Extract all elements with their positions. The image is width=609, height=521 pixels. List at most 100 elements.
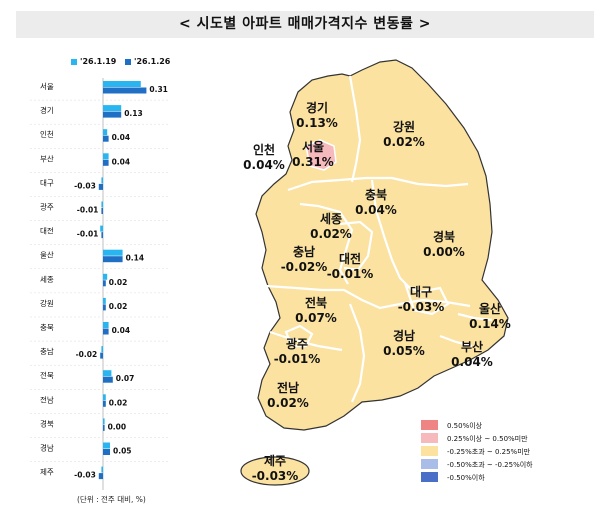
legend-swatch [421,446,438,456]
legend-label: -0.50%초과 ~ -0.25%이하 [447,461,533,469]
value-label: -0.03 [74,181,96,190]
bar-curr [98,473,103,480]
region-value: -0.01% [273,352,321,366]
region-name: 인천 [252,143,276,157]
category-label: 부산 [40,153,54,163]
legend-label: -0.50%이하 [447,474,485,482]
region-value: 0.05% [383,344,425,358]
category-label: 인천 [40,129,54,139]
region-name: 강원 [392,120,416,134]
region-name: 제주 [263,454,287,468]
region-name: 충북 [364,188,388,202]
region-name: 충남 [292,245,316,259]
map-label-gyeonggi: 경기 0.13% [296,101,338,131]
value-label: -0.03 [74,471,96,480]
map-label-gyeongbuk: 경북 0.00% [423,230,465,260]
region-name: 울산 [478,302,502,316]
region-value: 0.07% [295,311,337,325]
legend-swatch [71,58,77,65]
bar-curr [103,135,109,142]
legend-label: 0.50%이상 [447,422,483,430]
bar-curr [103,400,106,407]
category-label: 울산 [40,250,54,260]
value-label: 0.13 [124,109,143,118]
value-label: 0.02 [109,302,128,311]
bar-prev [101,346,103,353]
bar-curr [103,111,122,118]
category-label: 경남 [40,443,54,453]
region-name: 대전 [338,252,362,266]
map-label-ulsan: 울산 0.14% [469,302,511,332]
region-name: 서울 [301,140,325,154]
category-label: 세종 [40,275,54,284]
province-borders [265,75,493,403]
page-title: < 시도별 아파트 매매가격지수 변동률 > [16,11,594,38]
bar-prev [103,273,108,280]
bar-curr [103,256,123,263]
bar-prev [103,81,141,87]
legend-label: -0.25%초과 ~ 0.25%미만 [447,448,531,456]
category-label: 충북 [40,323,54,332]
legend-swatch [421,472,438,482]
region-value: 0.02% [267,396,309,410]
legend-swatch [125,58,131,65]
category-label: 충남 [40,347,54,356]
value-label: 0.02 [109,398,128,407]
region-value: 0.14% [469,317,511,331]
map-label-daegu: 대구 -0.03% [398,285,445,315]
region-value: 0.04% [355,203,397,217]
unit-note: (단위 : 전주 대비, %) [77,495,146,504]
legend-series-1: '26.1.19 [71,57,116,66]
map-label-gwangju: 광주 -0.01% [274,337,321,367]
bar-prev [103,297,106,304]
value-label: 0.04 [112,133,131,142]
bar-prev [101,201,103,208]
bar-curr [100,352,103,359]
category-label: 전북 [40,370,54,380]
jeju-shape [240,456,310,486]
bar-curr [103,424,105,431]
bar-curr [103,328,109,335]
region-value: -0.03% [251,469,299,483]
region-name: 전북 [304,296,328,310]
bar-curr [103,280,106,287]
map-label-daejeon: 대전 -0.01% [327,252,374,282]
value-label: 0.00 [108,422,127,431]
category-label: 강원 [40,298,54,308]
map-label-sejong: 세종 0.02% [310,212,352,242]
region-value: 0.31% [292,155,334,169]
region-name: 부산 [460,340,484,354]
category-label: 광주 [40,202,54,212]
bar-curr [103,449,110,455]
bar-prev [101,177,103,184]
category-label: 제주 [40,468,54,477]
bar-prev [103,249,123,256]
value-label: -0.02 [76,350,98,359]
value-label: -0.01 [77,206,99,215]
region-name: 세종 [319,212,343,226]
map-label-gyeongnam: 경남 0.05% [383,329,425,359]
region-value: -0.03% [397,300,445,314]
map-label-jeonnam: 전남 0.02% [267,381,309,411]
region-value: 0.00% [423,245,465,259]
map-label-gangwon: 강원 0.02% [383,120,425,150]
legend-label: '26.1.19 [80,57,117,66]
legend-swatch [421,433,438,443]
map-label-busan: 부산 0.04% [451,340,493,370]
category-label: 전남 [40,394,54,404]
bar-curr [101,232,103,239]
value-label: 0.04 [112,157,131,166]
value-label: 0.31 [149,85,168,94]
region-value: 0.04% [243,158,285,172]
category-label: 대전 [40,226,54,236]
value-label: 0.02 [109,278,128,287]
value-label: -0.01 [77,230,99,239]
bar-prev [100,225,103,232]
legend-label: 0.25%이상 ~ 0.50%미만 [447,435,528,443]
bar-curr [103,159,109,166]
map-label-incheon: 인천 0.04% [243,143,285,173]
bar-curr [103,376,113,383]
bar-prev [103,322,109,328]
